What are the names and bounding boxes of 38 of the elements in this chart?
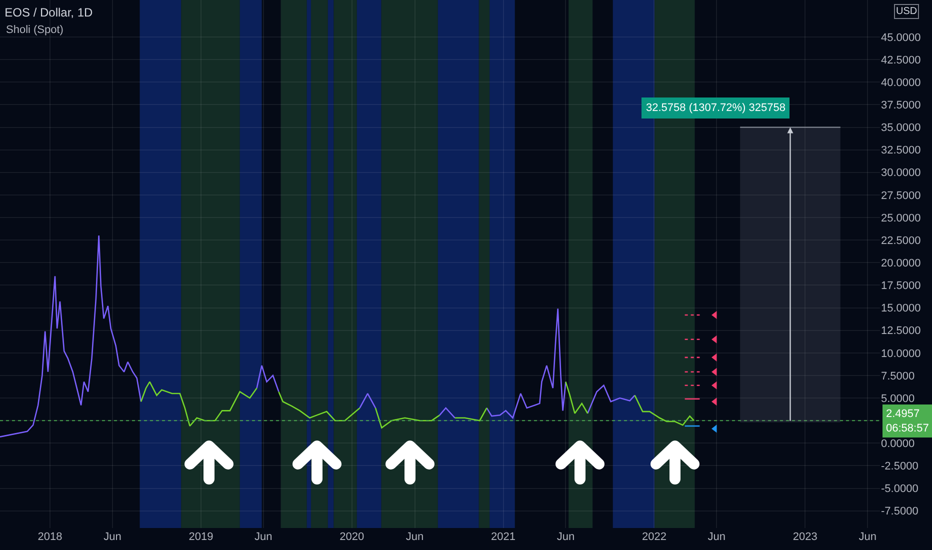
y-tick-label: 25.0000 <box>881 212 921 224</box>
y-tick-label: -2.5000 <box>881 460 918 473</box>
y-tick-label: 30.0000 <box>881 167 921 180</box>
x-tick-label: 2020 <box>340 531 364 543</box>
y-tick-label: 5.0000 <box>881 392 915 405</box>
annotation: 32.5758 (1307.72%) 325758 <box>646 102 786 114</box>
x-tick-label: 2018 <box>38 531 62 543</box>
x-tick-label: Jun <box>858 531 876 543</box>
x-tick-label: 2019 <box>188 531 214 543</box>
ref-line-label: 2.4957 06:58:57 <box>886 408 929 434</box>
y-tick-label: 42.5000 <box>881 54 921 66</box>
text: Sholi (Spot) <box>6 24 64 36</box>
x-tick-label: Jun <box>406 531 424 543</box>
y-tick-label: 15.0000 <box>881 302 921 315</box>
y-tick-label: 0.0000 <box>881 438 915 450</box>
y-tick-label: 7.5000 <box>881 370 915 382</box>
y-tick-label: 32.5000 <box>881 144 921 157</box>
y-tick-label: -7.5000 <box>881 506 918 518</box>
y-tick-label: 40.0000 <box>881 76 921 89</box>
y-tick-label: 37.5000 <box>881 100 921 112</box>
y-tick-label: 17.5000 <box>881 280 921 292</box>
x-tick-label: 2022 <box>642 531 666 543</box>
y-tick-label: 35.0000 <box>881 122 921 134</box>
y-tick-label: -5.0000 <box>881 483 918 496</box>
text: USD <box>896 6 918 17</box>
text: EOS / Dollar, 1D <box>4 6 94 20</box>
x-tick-label: Jun <box>708 531 726 543</box>
x-tick-label: Jun <box>556 531 575 543</box>
y-tick-label: 45.0000 <box>881 32 921 44</box>
y-tick-label: 12.5000 <box>881 325 921 338</box>
y-tick-label: 20.0000 <box>881 258 921 270</box>
x-tick-label: 2023 <box>792 531 818 543</box>
y-tick-label: 10.0000 <box>881 348 921 360</box>
y-tick-label: 27.5000 <box>881 190 921 202</box>
x-tick-label: Jun <box>254 531 272 543</box>
y-tick-label: 22.5000 <box>881 234 921 247</box>
x-tick-label: 2021 <box>491 531 516 543</box>
x-tick-label: Jun <box>104 531 122 543</box>
